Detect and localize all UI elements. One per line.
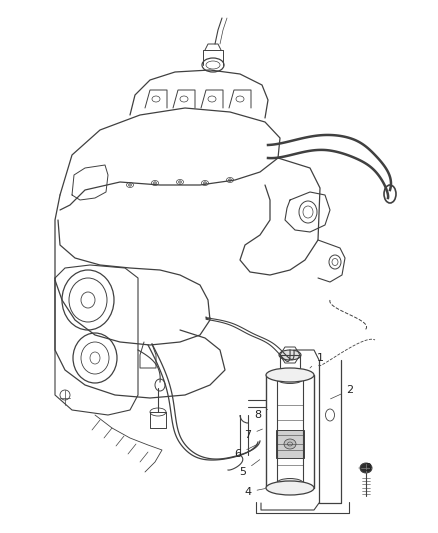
Text: 1: 1 — [310, 353, 324, 368]
Ellipse shape — [266, 368, 314, 382]
Text: 2: 2 — [331, 385, 353, 399]
Ellipse shape — [128, 184, 131, 186]
Text: 5: 5 — [240, 459, 260, 477]
Ellipse shape — [277, 479, 303, 488]
Ellipse shape — [266, 481, 314, 495]
Text: 6: 6 — [234, 444, 258, 459]
Bar — [276, 430, 304, 458]
Ellipse shape — [204, 182, 206, 184]
Text: 4: 4 — [244, 487, 265, 497]
Ellipse shape — [277, 375, 303, 384]
Ellipse shape — [360, 463, 372, 473]
Ellipse shape — [284, 439, 296, 449]
Text: 8: 8 — [254, 409, 268, 420]
Ellipse shape — [153, 182, 156, 184]
Text: 3: 3 — [359, 463, 371, 473]
Ellipse shape — [179, 181, 181, 183]
Text: 7: 7 — [244, 429, 262, 440]
Ellipse shape — [325, 409, 335, 421]
Ellipse shape — [279, 350, 301, 360]
Ellipse shape — [229, 179, 232, 181]
